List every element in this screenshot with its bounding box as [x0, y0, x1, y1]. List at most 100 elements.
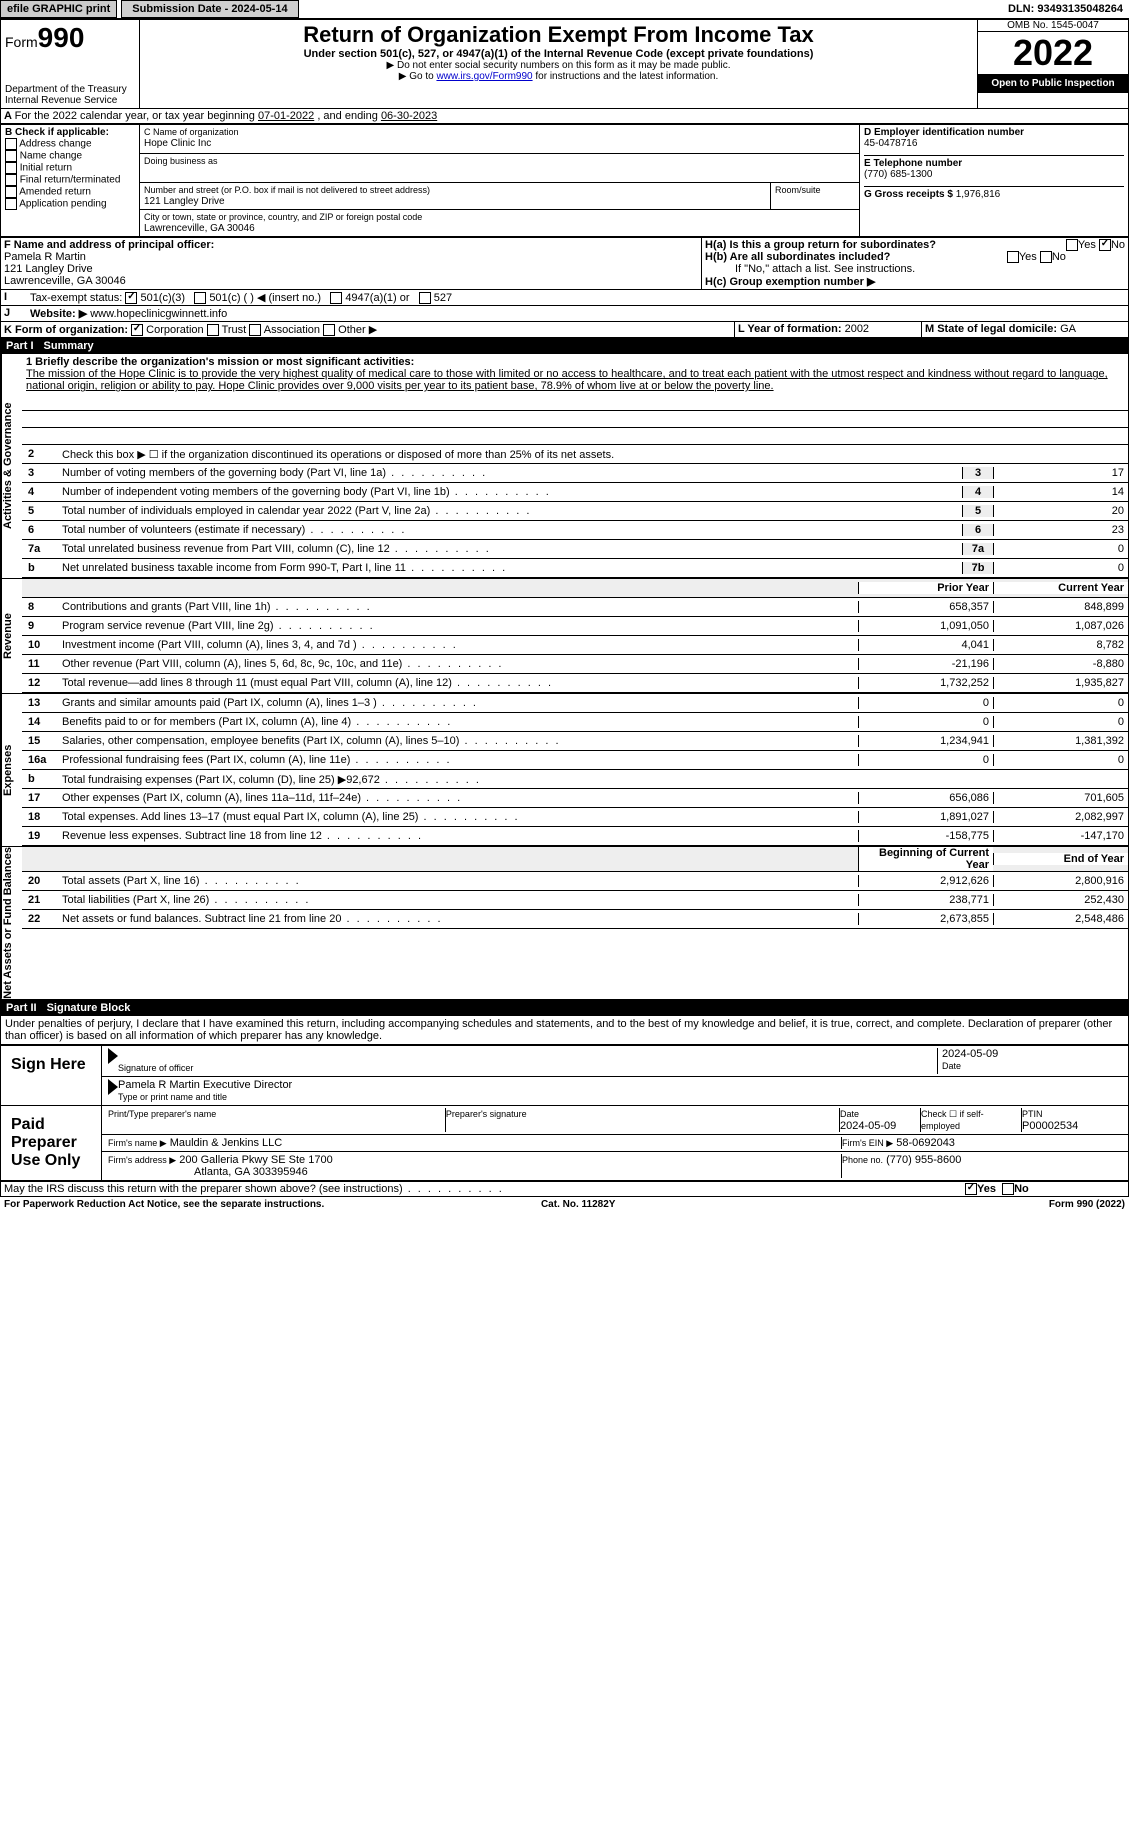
- gov-line-3: 3Number of voting members of the governi…: [22, 464, 1128, 483]
- k-opt-3: Other ▶: [338, 324, 377, 336]
- sig-name-row: Pamela R Martin Executive Director Type …: [102, 1077, 1128, 1105]
- j-label: Website: ▶: [30, 308, 87, 320]
- rev-line-10: 10Investment income (Part VIII, column (…: [22, 636, 1128, 655]
- hb-no-checkbox[interactable]: [1040, 251, 1052, 263]
- org-name: Hope Clinic Inc: [144, 138, 211, 149]
- fh-block: F Name and address of principal officer:…: [0, 237, 1129, 290]
- header-right: OMB No. 1545-0047 2022 Open to Public In…: [977, 20, 1128, 108]
- form-header: Form990 Department of the Treasury Inter…: [0, 19, 1129, 109]
- form-990: 990: [38, 22, 85, 53]
- part1-title: Summary: [44, 340, 94, 352]
- b-label: B Check if applicable:: [5, 127, 109, 138]
- governance-vlabel: Activities & Governance: [1, 354, 22, 578]
- association-checkbox[interactable]: [249, 324, 261, 336]
- form-number: Form990: [5, 22, 135, 54]
- form-subtitle-2: ▶ Do not enter social security numbers o…: [144, 60, 973, 71]
- exp-line-13: 13Grants and similar amounts paid (Part …: [22, 694, 1128, 713]
- b-opt-3: Final return/terminated: [20, 175, 121, 186]
- room-label: Room/suite: [775, 185, 821, 195]
- name-change-checkbox[interactable]: [5, 150, 17, 162]
- irs-link[interactable]: www.irs.gov/Form990: [436, 71, 532, 82]
- gov-line-7a: 7aTotal unrelated business revenue from …: [22, 540, 1128, 559]
- firm-addr-label: Firm's address ▶: [108, 1155, 176, 1165]
- other-checkbox[interactable]: [323, 324, 335, 336]
- dept-treasury: Department of the Treasury: [5, 84, 135, 95]
- k-label: K Form of organization:: [4, 324, 128, 336]
- amended-return-checkbox[interactable]: [5, 186, 17, 198]
- b-opt-1: Name change: [20, 151, 82, 162]
- netassets-section: Net Assets or Fund Balances Beginning of…: [0, 847, 1129, 1000]
- form-subtitle-3: ▶ Go to www.irs.gov/Form990 for instruct…: [144, 71, 973, 82]
- city-value: Lawrenceville, GA 30046: [144, 223, 255, 234]
- initial-return-checkbox[interactable]: [5, 162, 17, 174]
- discuss-yes: Yes: [977, 1183, 996, 1195]
- part1-header: Part I Summary: [0, 338, 1129, 354]
- 501c3-checkbox[interactable]: [125, 292, 137, 304]
- period-row: A For the 2022 calendar year, or tax yea…: [0, 109, 1129, 124]
- 4947-checkbox[interactable]: [330, 292, 342, 304]
- rev-line-12: 12Total revenue—add lines 8 through 11 (…: [22, 674, 1128, 693]
- application-pending-checkbox[interactable]: [5, 198, 17, 210]
- current-year-header: Current Year: [993, 582, 1128, 594]
- k-opt-0: Corporation: [146, 324, 203, 336]
- discuss-text: May the IRS discuss this return with the…: [1, 1182, 962, 1196]
- sig-officer-row: Signature of officer 2024-05-09 Date: [102, 1046, 1128, 1077]
- gov-line-5: 5Total number of individuals employed in…: [22, 502, 1128, 521]
- 501c-checkbox[interactable]: [194, 292, 206, 304]
- org-name-cell: C Name of organization Hope Clinic Inc: [140, 125, 859, 154]
- dba-label: Doing business as: [144, 156, 218, 166]
- state-domicile: GA: [1060, 323, 1076, 335]
- gov-line-6: 6Total number of volunteers (estimate if…: [22, 521, 1128, 540]
- q2-line: 2 Check this box ▶ ☐ if the organization…: [22, 445, 1128, 464]
- hb-yes-checkbox[interactable]: [1007, 251, 1019, 263]
- b-opt-2: Initial return: [20, 163, 72, 174]
- footer-mid: Cat. No. 11282Y: [541, 1199, 615, 1210]
- discuss-no-checkbox[interactable]: [1002, 1183, 1014, 1195]
- final-return-checkbox[interactable]: [5, 174, 17, 186]
- form-word: Form: [5, 34, 38, 50]
- top-bar: efile GRAPHIC print Submission Date - 20…: [0, 0, 1129, 19]
- begin-year-header: Beginning of Current Year: [858, 847, 993, 871]
- k-opt-2: Association: [264, 324, 320, 336]
- hc-label: H(c) Group exemption number ▶: [705, 276, 875, 288]
- net-line-22: 22Net assets or fund balances. Subtract …: [22, 910, 1128, 929]
- exp-line-17: 17Other expenses (Part IX, column (A), l…: [22, 789, 1128, 808]
- address-change-checkbox[interactable]: [5, 138, 17, 150]
- period-begin: 07-01-2022: [258, 110, 314, 122]
- firm-name: Mauldin & Jenkins LLC: [170, 1137, 283, 1149]
- d-label: D Employer identification number: [864, 127, 1024, 138]
- i-opt-2: 4947(a)(1) or: [345, 292, 409, 304]
- part2-header: Part II Signature Block: [0, 1000, 1129, 1016]
- ha-label: H(a) Is this a group return for subordin…: [705, 239, 936, 251]
- ha-no-checkbox[interactable]: [1099, 239, 1111, 251]
- mission-blank-3: [22, 428, 1128, 445]
- exp-line-18: 18Total expenses. Add lines 13–17 (must …: [22, 808, 1128, 827]
- k-opt-1: Trust: [222, 324, 247, 336]
- submission-date-button[interactable]: Submission Date - 2024-05-14: [121, 0, 298, 18]
- officer-name-title: Pamela R Martin Executive Director: [118, 1079, 292, 1091]
- corporation-checkbox[interactable]: [131, 324, 143, 336]
- officer-street: 121 Langley Drive: [4, 263, 93, 275]
- i-opt-1: 501(c) ( ) ◀ (insert no.): [209, 292, 321, 304]
- city-label: City or town, state or province, country…: [144, 212, 422, 222]
- exp-line-15: 15Salaries, other compensation, employee…: [22, 732, 1128, 751]
- revenue-vlabel: Revenue: [1, 579, 22, 693]
- sign-here-label: Sign Here: [1, 1046, 102, 1105]
- section-f: F Name and address of principal officer:…: [1, 238, 702, 289]
- m-label: M State of legal domicile:: [925, 323, 1057, 335]
- preparer-date: 2024-05-09: [840, 1120, 896, 1132]
- trust-checkbox[interactable]: [207, 324, 219, 336]
- rev-line-8: 8Contributions and grants (Part VIII, li…: [22, 598, 1128, 617]
- 527-checkbox[interactable]: [419, 292, 431, 304]
- street-row: Number and street (or P.O. box if mail i…: [140, 183, 859, 210]
- header-left: Form990 Department of the Treasury Inter…: [1, 20, 140, 108]
- ha-yes-checkbox[interactable]: [1066, 239, 1078, 251]
- prior-year-header: Prior Year: [858, 582, 993, 594]
- discuss-yes-checkbox[interactable]: [965, 1183, 977, 1195]
- end-year-header: End of Year: [993, 853, 1128, 865]
- expenses-section: Expenses 13Grants and similar amounts pa…: [0, 694, 1129, 847]
- gov-line-b: bNet unrelated business taxable income f…: [22, 559, 1128, 578]
- firm-ein: 58-0692043: [896, 1137, 955, 1149]
- header-center: Return of Organization Exempt From Incom…: [140, 20, 977, 108]
- rev-header-row: Prior Year Current Year: [22, 579, 1128, 598]
